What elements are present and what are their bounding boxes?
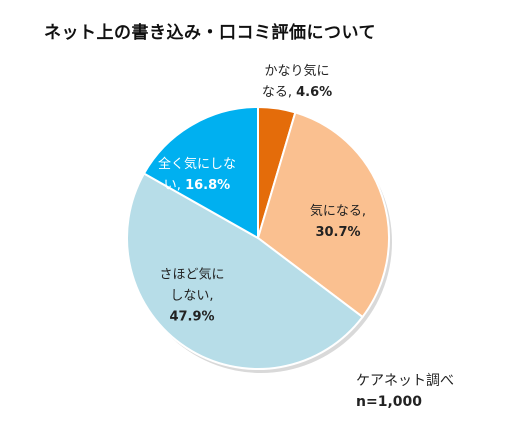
slice-value-label: 30.7% [315, 225, 361, 240]
slice-label-text: 気になる, [309, 204, 367, 219]
slice-label-text: い, [163, 178, 181, 193]
slice-label-text: さほど気に [159, 267, 225, 283]
slice-kininaru [256, 111, 390, 319]
slice-label-kanari: かなり気に なる, 4.6% [262, 61, 332, 103]
source-note: ケアネット調べ n=1,000 [356, 371, 454, 413]
slice-label-kininaru: 気になる, 30.7% [310, 201, 366, 243]
slice-label-text: しない, [170, 288, 214, 304]
slice-label-text: かなり気に [264, 64, 330, 79]
slice-label-text: なる, [261, 85, 292, 100]
chart-title: ネット上の書き込み・口コミ評価について [44, 23, 376, 43]
slice-value-label: 16.8% [185, 178, 231, 193]
slice-label-text: 全く気にしな [157, 157, 237, 172]
slice-sahodo [126, 172, 364, 370]
source-text: ケアネット調べ [356, 373, 454, 389]
slice-label-mattaku: 全く気にしな い, 16.8% [158, 154, 236, 196]
slice-label-sahodo: さほど気に しない, 47.9% [159, 265, 224, 328]
sample-size: n=1,000 [356, 394, 422, 410]
slice-mattaku [142, 105, 259, 240]
slice-value-label: 47.9% [169, 309, 215, 325]
slice-value-label: 4.6% [296, 85, 333, 100]
